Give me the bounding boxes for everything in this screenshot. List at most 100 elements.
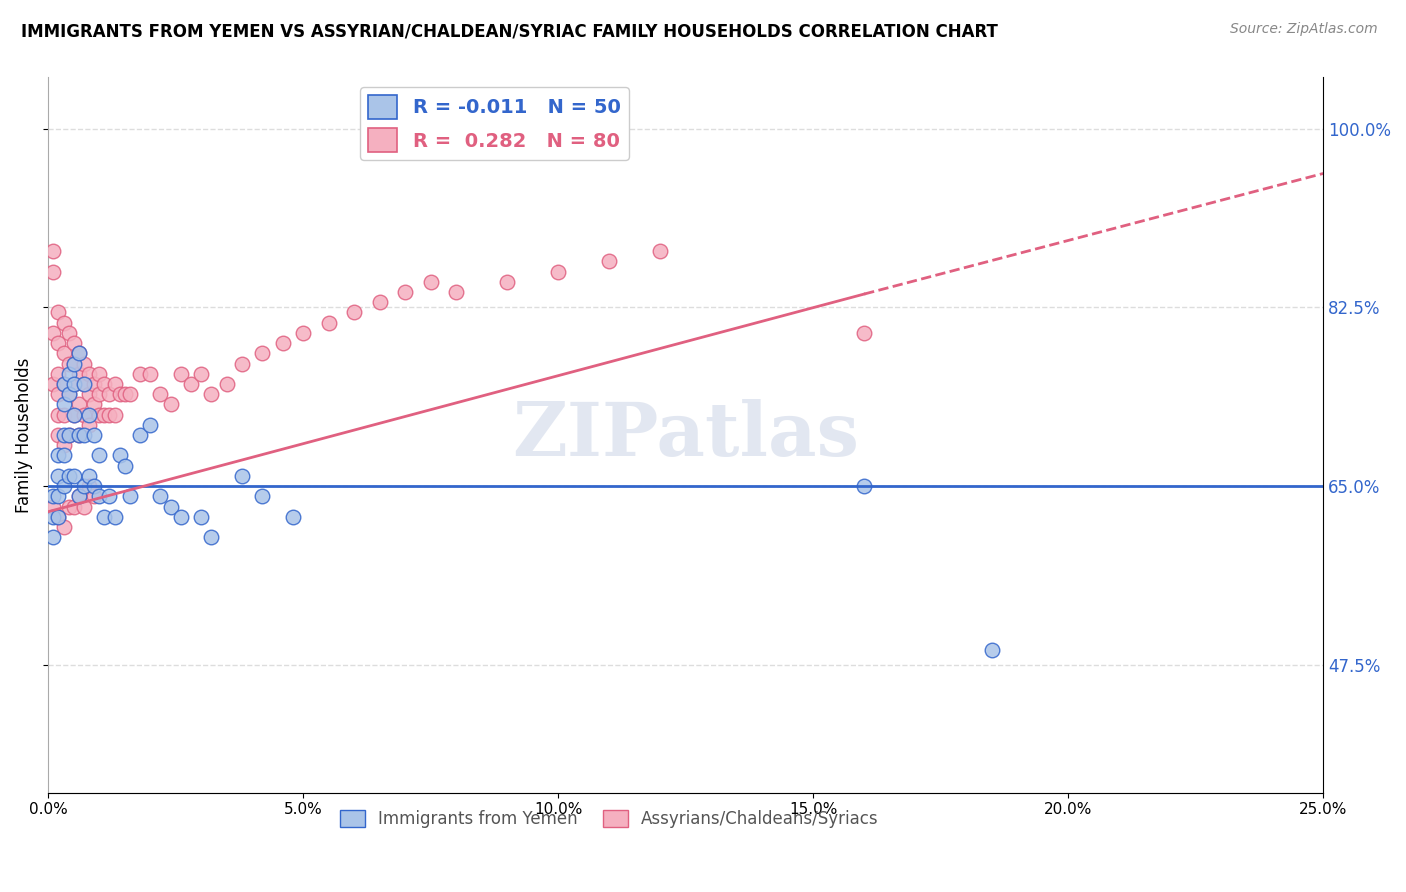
Point <box>42 376 65 391</box>
Point <box>83 479 105 493</box>
Point <box>114 387 136 401</box>
Point <box>93 509 115 524</box>
Point <box>73 428 96 442</box>
Point <box>52 376 75 391</box>
Point <box>129 367 152 381</box>
Point <box>73 408 96 422</box>
Point <box>281 509 304 524</box>
Point <box>48 336 70 351</box>
Point <box>252 489 274 503</box>
Point <box>103 376 125 391</box>
Point <box>252 346 274 360</box>
Point <box>139 367 162 381</box>
Point <box>89 489 111 503</box>
Point <box>67 346 90 360</box>
Point <box>52 449 75 463</box>
Point <box>77 387 100 401</box>
Point <box>58 357 80 371</box>
Point <box>67 428 90 442</box>
Point <box>62 336 84 351</box>
Point <box>73 376 96 391</box>
Point <box>52 520 75 534</box>
Point <box>62 469 84 483</box>
Point <box>83 397 105 411</box>
Point <box>48 449 70 463</box>
Text: IMMIGRANTS FROM YEMEN VS ASSYRIAN/CHALDEAN/SYRIAC FAMILY HOUSEHOLDS CORRELATION : IMMIGRANTS FROM YEMEN VS ASSYRIAN/CHALDE… <box>21 22 998 40</box>
Point <box>73 500 96 514</box>
Point <box>118 489 141 503</box>
Y-axis label: Family Households: Family Households <box>15 358 32 513</box>
Point <box>48 489 70 503</box>
Point <box>419 275 441 289</box>
Point <box>48 408 70 422</box>
Point <box>42 326 65 340</box>
Point <box>853 326 876 340</box>
Point <box>108 449 131 463</box>
Point <box>62 376 84 391</box>
Point <box>73 357 96 371</box>
Point <box>190 367 212 381</box>
Point <box>118 387 141 401</box>
Point <box>62 408 84 422</box>
Point <box>980 642 1002 657</box>
Point <box>190 509 212 524</box>
Point <box>52 428 75 442</box>
Point <box>48 509 70 524</box>
Point <box>598 254 620 268</box>
Legend: Immigrants from Yemen, Assyrians/Chaldeans/Syriacs: Immigrants from Yemen, Assyrians/Chaldea… <box>333 803 886 834</box>
Point <box>853 479 876 493</box>
Point <box>108 387 131 401</box>
Point <box>73 479 96 493</box>
Point <box>170 509 193 524</box>
Point <box>93 376 115 391</box>
Point <box>52 346 75 360</box>
Point <box>149 489 172 503</box>
Point <box>62 408 84 422</box>
Point <box>58 367 80 381</box>
Point <box>42 500 65 514</box>
Point <box>318 316 340 330</box>
Point <box>200 387 222 401</box>
Point <box>200 530 222 544</box>
Point <box>149 387 172 401</box>
Point <box>77 417 100 432</box>
Point <box>103 408 125 422</box>
Point <box>343 305 366 319</box>
Point <box>98 489 121 503</box>
Point <box>67 397 90 411</box>
Point <box>67 367 90 381</box>
Point <box>444 285 467 299</box>
Point <box>129 428 152 442</box>
Point <box>58 387 80 401</box>
Point <box>62 500 84 514</box>
Point <box>48 509 70 524</box>
Point <box>58 387 80 401</box>
Point <box>77 469 100 483</box>
Point <box>67 428 90 442</box>
Point <box>231 469 253 483</box>
Point <box>58 428 80 442</box>
Point <box>271 336 294 351</box>
Point <box>62 357 84 371</box>
Point <box>48 469 70 483</box>
Point <box>52 479 75 493</box>
Point <box>67 489 90 503</box>
Point <box>58 428 80 442</box>
Point <box>83 489 105 503</box>
Text: Source: ZipAtlas.com: Source: ZipAtlas.com <box>1230 22 1378 37</box>
Point <box>42 264 65 278</box>
Point <box>52 438 75 452</box>
Point <box>73 376 96 391</box>
Point <box>58 326 80 340</box>
Point <box>52 376 75 391</box>
Point <box>48 305 70 319</box>
Point <box>98 408 121 422</box>
Point <box>89 367 111 381</box>
Point <box>170 367 193 381</box>
Text: ZIPatlas: ZIPatlas <box>512 399 859 472</box>
Point <box>231 357 253 371</box>
Point <box>58 500 80 514</box>
Point <box>114 458 136 473</box>
Point <box>83 428 105 442</box>
Point <box>77 479 100 493</box>
